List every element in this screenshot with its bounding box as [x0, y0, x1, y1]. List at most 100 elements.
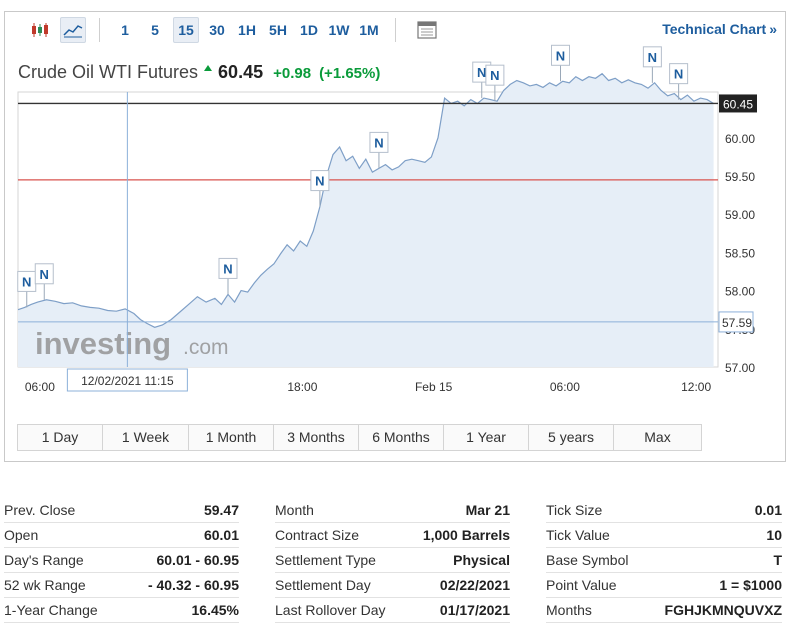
news-marker[interactable]	[485, 64, 505, 86]
stats-row: Open 60.01	[4, 523, 239, 548]
news-marker[interactable]	[551, 44, 570, 66]
news-marker-label: N	[674, 67, 683, 82]
stats-value: 1 = $1000	[719, 577, 782, 593]
stats-row: Base Symbol T	[546, 548, 782, 573]
news-marker-label: N	[22, 274, 31, 289]
stats-label: Open	[4, 527, 39, 543]
stats-label: Settlement Type	[275, 552, 376, 568]
y-tick-label: 58.50	[725, 246, 755, 260]
stats-row: 52 wk Range - 40.32 - 60.95	[4, 573, 239, 598]
interval-15[interactable]: 15	[173, 17, 199, 43]
interval-30[interactable]: 30	[209, 22, 225, 38]
last-price: 60.45	[218, 62, 264, 82]
price-change-percent: (+1.65%)	[319, 65, 381, 82]
chart-toolbar: 1 5 15 30 1H 5H 1D 1W 1M Technical Chart»	[5, 12, 785, 48]
stats-value: 0.01	[754, 502, 782, 518]
up-arrow-icon	[204, 65, 213, 71]
range-button-max[interactable]: Max	[644, 429, 671, 445]
news-marker-label: N	[477, 65, 486, 80]
stats-row: 1-Year Change 16.45%	[4, 598, 239, 623]
last-value-badge	[719, 94, 757, 113]
hover-value-badge	[718, 311, 754, 333]
interval-5[interactable]: 5	[151, 22, 159, 38]
range-selector: 1 Day 1 Week 1 Month 3 Months 6 Months 1 Year…	[17, 424, 702, 451]
news-marker-label: N	[40, 267, 49, 282]
stats-label: Last Rollover Day	[275, 602, 386, 618]
stats-row: Last Rollover Day 01/17/2021	[275, 598, 510, 623]
stats-value: 02/22/2021	[439, 577, 510, 593]
stats-value: 60.01	[203, 527, 239, 543]
range-button-5-years[interactable]: 5 years	[529, 425, 614, 450]
toolbar-divider	[99, 18, 100, 42]
y-tick-label: 59.50	[725, 170, 755, 184]
price-chart[interactable]: investing.comNNNNNNNNNN57.0057.5058.0058…	[5, 12, 785, 412]
news-marker[interactable]	[669, 63, 689, 85]
x-tick-label: 18:00	[287, 380, 317, 394]
stats-row: Settlement Day 02/22/2021	[275, 573, 510, 598]
y-tick-label: 57.00	[725, 361, 755, 375]
stats-value: FGHJKMNQUVXZ	[664, 602, 782, 618]
technical-chart-link[interactable]: Technical Chart»	[662, 21, 777, 37]
stats-label: Months	[546, 602, 592, 618]
stats-label: Prev. Close	[4, 502, 76, 518]
stats-row: Settlement Type Physical	[275, 548, 510, 573]
stats-label: Point Value	[546, 577, 617, 593]
y-tick-label: 59.00	[725, 208, 755, 222]
x-tick-label: 06:00	[550, 380, 580, 394]
stats-column: Tick Size 0.01 Tick Value 10 Base Symbol T Poi…	[546, 498, 782, 623]
interval-1[interactable]: 1	[121, 22, 129, 38]
hover-value-label: 57.59	[722, 316, 752, 330]
y-tick-label: 58.00	[725, 285, 755, 299]
x-tick-label: 06:00	[25, 380, 55, 394]
news-marker[interactable]	[218, 257, 238, 279]
calendar-icon[interactable]	[414, 17, 440, 43]
interval-1d[interactable]: 1D	[300, 22, 318, 38]
price-area-fill	[18, 73, 714, 367]
stats-value: - 40.32 - 60.95	[147, 577, 239, 593]
investing-watermark-suffix: .com	[183, 336, 229, 359]
stats-label: Base Symbol	[546, 552, 629, 568]
chart-widget: 1 5 15 30 1H 5H 1D 1W 1M Technical Chart» Crude …	[4, 11, 786, 462]
quote-header: Crude Oil WTI Futures 60.45 +0.98 (+1.65…	[18, 62, 380, 86]
stats-row: Months FGHJKMNQUVXZ	[546, 598, 782, 623]
stats-value: 01/17/2021	[439, 602, 510, 618]
stats-label: Settlement Day	[275, 577, 371, 593]
range-button-6-months[interactable]: 6 Months	[359, 425, 444, 450]
interval-1m[interactable]: 1M	[359, 22, 379, 38]
stats-value: Mar 21	[465, 502, 510, 518]
news-marker[interactable]	[642, 46, 662, 68]
news-marker[interactable]	[310, 170, 330, 192]
range-button-3-months[interactable]: 3 Months	[274, 425, 359, 450]
line-chart-icon[interactable]	[60, 17, 86, 43]
stats-value: 60.01 - 60.95	[156, 552, 239, 568]
interval-1h[interactable]: 1H	[238, 22, 256, 38]
news-marker[interactable]	[34, 263, 54, 285]
toolbar-divider	[395, 18, 396, 42]
instrument-name: Crude Oil WTI Futures	[18, 62, 199, 82]
range-button-1-week[interactable]: 1 Week	[103, 425, 189, 450]
candlestick-icon[interactable]	[27, 17, 53, 43]
stats-label: Tick Size	[546, 502, 603, 518]
news-marker-label: N	[556, 48, 565, 63]
news-marker-label: N	[223, 261, 232, 276]
crosshair-time-badge	[66, 368, 188, 392]
interval-1w[interactable]: 1W	[328, 22, 350, 38]
stats-row: Tick Size 0.01	[546, 498, 782, 523]
news-marker[interactable]	[369, 131, 389, 153]
x-tick-label: Feb 15	[415, 380, 453, 394]
stats-label: 52 wk Range	[4, 577, 86, 593]
last-value-label: 60.45	[723, 97, 753, 111]
range-button-1-day[interactable]: 1 Day	[18, 425, 103, 450]
stats-value: 10	[766, 527, 782, 543]
interval-5h[interactable]: 5H	[269, 22, 287, 38]
x-tick-label: 12:00	[681, 380, 711, 394]
stats-row: Point Value 1 = $1000	[546, 573, 782, 598]
stats-row: Month Mar 21	[275, 498, 510, 523]
stats-row: Prev. Close 59.47	[4, 498, 239, 523]
y-tick-label: 60.00	[725, 132, 755, 146]
price-change: +0.98	[273, 65, 312, 82]
stats-label: Day's Range	[4, 552, 84, 568]
range-button-1-year[interactable]: 1 Year	[444, 425, 529, 450]
stats-column: Month Mar 21 Contract Size 1,000 Barrels Set…	[275, 498, 510, 623]
range-button-1-month[interactable]: 1 Month	[189, 425, 274, 450]
